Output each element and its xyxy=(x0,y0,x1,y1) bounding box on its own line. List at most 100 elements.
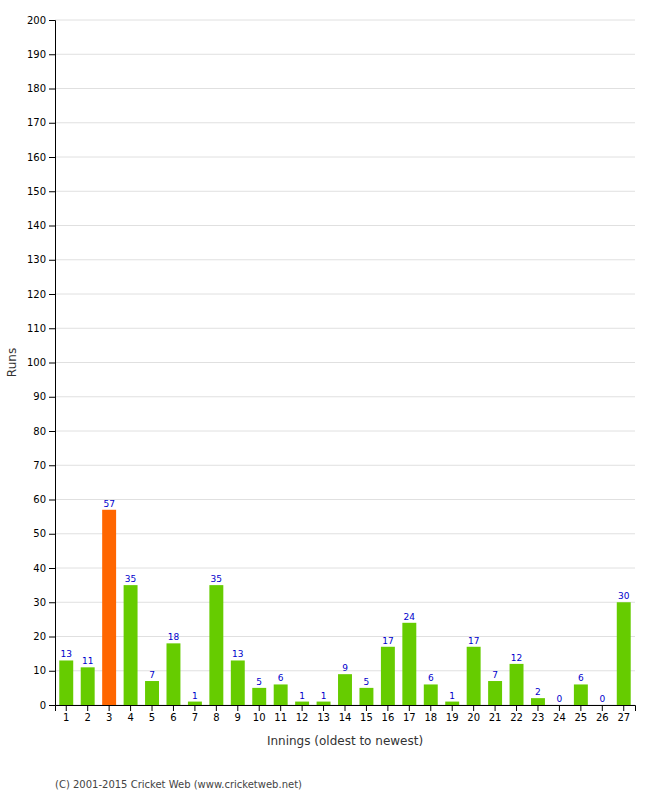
x-tick-label: 22 xyxy=(510,712,523,723)
y-tick-label: 40 xyxy=(33,563,46,574)
x-tick: 4 xyxy=(127,705,133,723)
y-tick-mark xyxy=(49,20,55,21)
x-tick-label: 1 xyxy=(63,712,69,723)
y-tick-label: 0 xyxy=(40,700,46,711)
y-tick: 130 xyxy=(27,254,55,265)
y-tick-label: 10 xyxy=(33,665,46,676)
y-tick-label: 120 xyxy=(27,289,46,300)
x-tick-label: 10 xyxy=(253,712,266,723)
x-tick-mark xyxy=(173,705,174,711)
y-tick-mark xyxy=(49,534,55,535)
data-label: 17 xyxy=(382,636,393,646)
y-tick: 110 xyxy=(27,323,55,334)
x-tick-label: 24 xyxy=(553,712,566,723)
x-tick-mark xyxy=(302,705,303,711)
y-tick: 120 xyxy=(27,289,55,300)
data-label: 11 xyxy=(82,656,93,666)
y-tick: 60 xyxy=(33,494,55,505)
bar xyxy=(188,702,202,705)
y-tick-label: 160 xyxy=(27,152,46,163)
x-axis-line xyxy=(56,706,636,712)
y-tick-mark xyxy=(49,191,55,192)
grid-line xyxy=(55,533,635,534)
y-tick: 180 xyxy=(27,83,55,94)
x-tick-label: 20 xyxy=(467,712,480,723)
y-tick: 70 xyxy=(33,460,55,471)
y-tick-label: 70 xyxy=(33,460,46,471)
bar xyxy=(252,688,266,705)
y-tick-label: 80 xyxy=(33,426,46,437)
y-tick-mark xyxy=(49,226,55,227)
x-tick-label: 13 xyxy=(317,712,330,723)
y-tick-label: 200 xyxy=(27,15,46,26)
y-tick: 140 xyxy=(27,220,55,231)
x-tick-mark xyxy=(152,705,153,711)
y-tick-mark xyxy=(49,260,55,261)
bar xyxy=(166,643,180,705)
data-label: 7 xyxy=(149,670,155,680)
x-tick: 2 xyxy=(85,705,91,723)
grid-line xyxy=(55,157,635,158)
x-tick: 6 xyxy=(170,705,176,723)
grid-line xyxy=(55,122,635,123)
data-label: 18 xyxy=(168,632,180,642)
x-tick-label: 9 xyxy=(235,712,241,723)
x-tick-label: 16 xyxy=(382,712,395,723)
x-tick-mark xyxy=(473,705,474,711)
bar xyxy=(617,602,631,705)
data-label: 6 xyxy=(278,673,284,683)
y-tick-mark xyxy=(49,294,55,295)
y-tick-mark xyxy=(49,500,55,501)
x-tick: 15 xyxy=(360,705,373,723)
y-tick-label: 20 xyxy=(33,631,46,642)
y-tick: 190 xyxy=(27,49,55,60)
x-tick: 20 xyxy=(467,705,480,723)
x-tick: 8 xyxy=(213,705,219,723)
y-tick-label: 100 xyxy=(27,357,46,368)
bar xyxy=(574,684,588,705)
x-tick-mark xyxy=(259,705,260,711)
data-label: 12 xyxy=(511,653,522,663)
bar xyxy=(595,705,609,706)
grid-line xyxy=(55,328,635,329)
grid-line xyxy=(55,636,635,637)
bar xyxy=(317,702,331,705)
y-tick: 80 xyxy=(33,426,55,437)
bar xyxy=(124,585,138,705)
x-tick-mark xyxy=(280,705,281,711)
x-tick: 16 xyxy=(382,705,395,723)
bar xyxy=(424,684,438,705)
x-tick-mark xyxy=(452,705,453,711)
grid-line xyxy=(55,396,635,397)
bar xyxy=(445,702,459,705)
grid-line xyxy=(55,20,635,21)
x-tick: 13 xyxy=(317,705,330,723)
x-tick-mark xyxy=(430,705,431,711)
bar xyxy=(231,660,245,705)
y-tick-label: 130 xyxy=(27,254,46,265)
grid-line xyxy=(55,259,635,260)
x-tick-mark xyxy=(602,705,603,711)
x-axis-title: Innings (oldest to newest) xyxy=(267,734,423,748)
y-axis: 0102030405060708090100110120130140150160… xyxy=(27,15,56,711)
x-tick: 12 xyxy=(296,705,309,723)
y-tick: 0 xyxy=(40,700,55,711)
y-tick-mark xyxy=(49,54,55,55)
data-label: 13 xyxy=(232,649,243,659)
data-label: 0 xyxy=(557,694,563,704)
x-tick-mark xyxy=(194,705,195,711)
data-label: 9 xyxy=(342,663,348,673)
y-tick-label: 140 xyxy=(27,220,46,231)
y-tick-label: 180 xyxy=(27,83,46,94)
y-axis-title: Runs xyxy=(5,348,19,377)
x-tick-label: 17 xyxy=(403,712,416,723)
y-tick-mark xyxy=(49,89,55,90)
x-tick-mark xyxy=(216,705,217,711)
data-label: 1 xyxy=(192,691,198,701)
x-tick: 14 xyxy=(339,705,352,723)
y-tick-mark xyxy=(49,568,55,569)
x-tick-label: 26 xyxy=(596,712,609,723)
bar xyxy=(274,684,288,705)
x-tick: 18 xyxy=(424,705,437,723)
x-tick-label: 14 xyxy=(339,712,352,723)
